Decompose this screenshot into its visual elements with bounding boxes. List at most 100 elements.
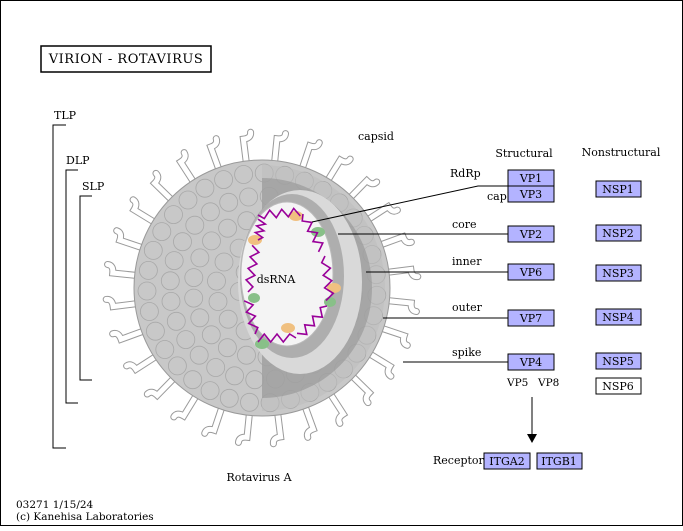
spike [323, 384, 347, 426]
spike [110, 325, 154, 343]
spike [171, 386, 203, 420]
dsrna-strand [320, 255, 335, 302]
tlp-label: TLP [54, 109, 77, 122]
svg-text:VP3: VP3 [519, 188, 542, 201]
slp-bracket [79, 195, 92, 381]
structural-proteins: VP1 VP3 VP2 VP6 VP7 VP4 [507, 169, 555, 371]
diagram-id-date: 03271 1/15/24 [16, 499, 94, 511]
itgb1-box[interactable]: ITGB1 [536, 452, 583, 470]
svg-text:NSP3: NSP3 [602, 267, 634, 280]
spike [151, 170, 181, 209]
rdrp-dot [281, 323, 295, 333]
capsid-unit [167, 356, 187, 376]
spike [297, 140, 322, 179]
svg-text:ITGB1: ITGB1 [541, 455, 577, 468]
svg-text:VP1: VP1 [519, 172, 542, 185]
vp8-label: VP8 [537, 377, 559, 389]
spike [321, 156, 353, 190]
dsrna-strand [253, 218, 268, 241]
spike [341, 177, 380, 207]
vp1-box[interactable]: VP1 [507, 169, 555, 187]
capsid-unit [189, 345, 209, 365]
core-label: core [452, 218, 477, 231]
capsid-unit [218, 218, 238, 238]
capsid-unit [145, 321, 165, 341]
virus-name: Rotavirus A [226, 471, 292, 484]
vp7-box[interactable]: VP7 [507, 309, 555, 327]
dsrna-strand [244, 244, 261, 293]
dsrna-label: dsRNA [257, 273, 297, 286]
spike [130, 197, 164, 229]
outer-label: outer [452, 301, 483, 314]
receptor-label: Receptor [433, 454, 485, 467]
capsid-unit [201, 325, 221, 345]
dsrna-strand [296, 305, 328, 336]
spike [202, 397, 227, 436]
rdrp-dot [327, 283, 341, 293]
capsid-unit [164, 205, 183, 225]
capsid-unit [217, 338, 237, 358]
virion-illustration: dsRNA [133, 159, 391, 417]
capsid-unit [190, 308, 210, 328]
capsid-unit [234, 165, 254, 184]
nsp6-box[interactable]: NSP6 [595, 377, 642, 395]
copyright: (c) Kanehisa Laboratories [16, 511, 154, 523]
capsid-unit [218, 309, 238, 329]
capsid-unit [161, 291, 181, 311]
dsrna-segments [243, 207, 335, 344]
nsp1-box[interactable]: NSP1 [595, 180, 642, 198]
nonstructural-proteins: NSP1 NSP2 NSP3 NSP4 NSP5 NSP6 [595, 180, 642, 395]
vp6-box[interactable]: VP6 [507, 263, 555, 281]
spike [343, 367, 373, 406]
svg-text:NSP1: NSP1 [602, 183, 634, 196]
dsrna-strand [257, 332, 297, 344]
capsid-unit [185, 215, 205, 235]
capsid-unit [184, 268, 204, 288]
capsid-unit [166, 311, 186, 331]
capsid-unit [160, 271, 180, 291]
spike [177, 150, 201, 192]
spike [299, 396, 317, 440]
title-box: VIRION - ROTAVIRUS [40, 45, 212, 73]
svg-text:VP4: VP4 [519, 356, 542, 369]
itga2-box[interactable]: ITGA2 [483, 452, 531, 470]
capsid-unit [183, 370, 203, 390]
rdrp-dot [289, 211, 303, 221]
capsid-unit [200, 202, 220, 222]
spike [235, 402, 253, 445]
spike [144, 369, 183, 399]
spike [358, 203, 400, 227]
nonstructural-header: Nonstructural [582, 146, 661, 159]
vp3-box[interactable]: VP3 [507, 185, 555, 203]
binding-arrow [527, 397, 537, 443]
nsp2-box[interactable]: NSP2 [595, 224, 642, 242]
spike [271, 131, 289, 174]
spike [103, 296, 148, 310]
svg-text:VP2: VP2 [519, 228, 542, 241]
nsp4-box[interactable]: NSP4 [595, 308, 642, 326]
capsid-unit [214, 252, 234, 272]
capsid-unit [155, 340, 175, 359]
capsid-unit [173, 232, 192, 252]
core-cavity [240, 201, 334, 347]
nsp5-box[interactable]: NSP5 [595, 352, 642, 370]
dlp-bracket [65, 169, 78, 404]
vp4-box[interactable]: VP4 [507, 353, 555, 371]
spike [270, 402, 284, 447]
capsid-unit [239, 187, 259, 207]
cap-dot [248, 293, 260, 303]
nsp3-box[interactable]: NSP3 [595, 264, 642, 282]
svg-text:ITGA2: ITGA2 [489, 455, 524, 468]
capsid-unit [219, 192, 239, 212]
tlp-bracket [52, 124, 66, 449]
spike-label: spike [452, 346, 481, 359]
spike [124, 349, 166, 373]
dlp-label: DLP [66, 154, 90, 167]
layer-brackets: TLP DLP SLP [52, 109, 105, 449]
capsid-unit [237, 345, 256, 365]
vp2-box[interactable]: VP2 [507, 225, 555, 243]
svg-text:NSP2: NSP2 [602, 227, 634, 240]
capsid-unit [195, 178, 215, 198]
